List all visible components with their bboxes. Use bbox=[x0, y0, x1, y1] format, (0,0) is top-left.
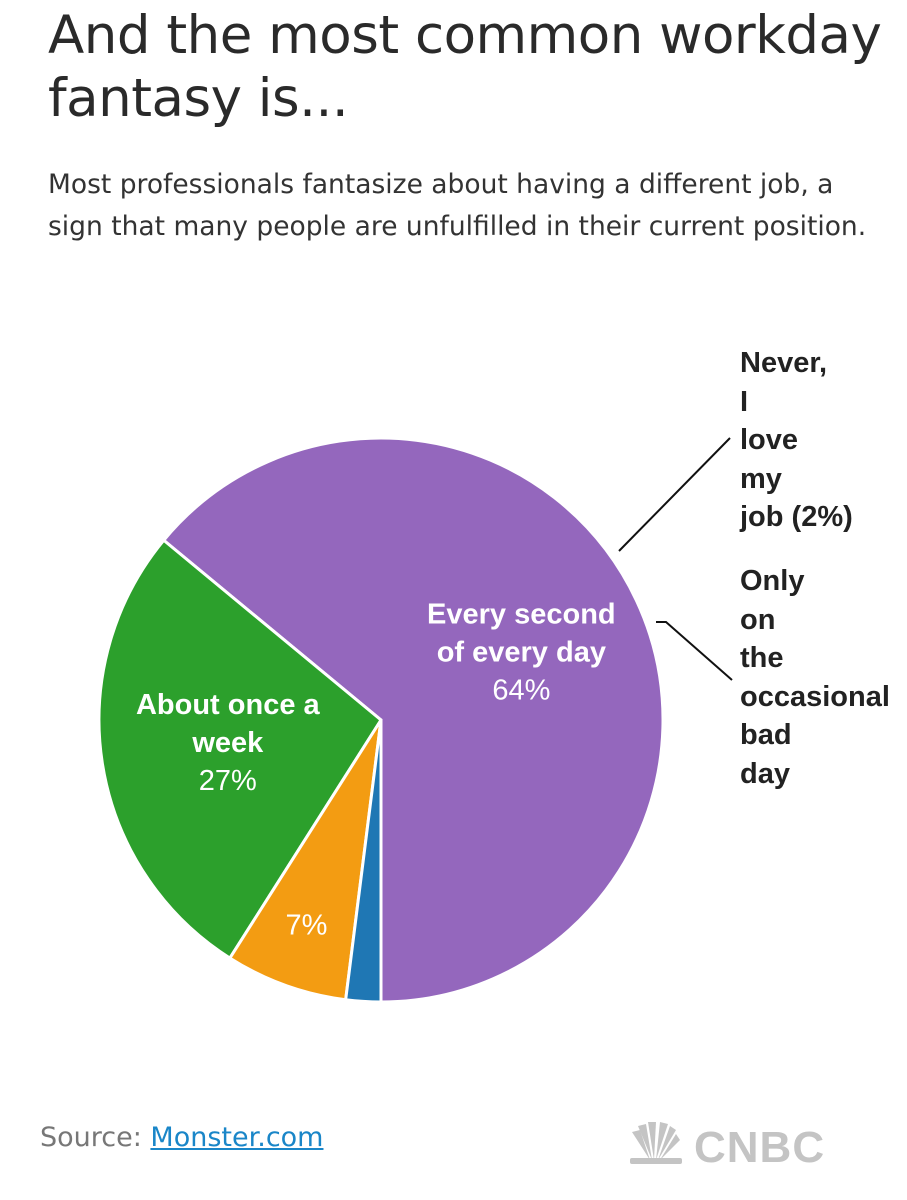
slice-category-label: of every day bbox=[437, 637, 606, 669]
leader-line-occasional bbox=[656, 621, 733, 681]
source-note: Source: Monster.com bbox=[40, 1122, 323, 1153]
slice-labels: Every second of every day 64% About once a w… bbox=[136, 599, 616, 942]
brand-wordmark: CNBC bbox=[694, 1123, 825, 1168]
cnbc-logo: CNBC bbox=[630, 1122, 825, 1168]
slice-category-label: Every second bbox=[427, 599, 616, 631]
label-never: Never, I love my job (2%) bbox=[740, 347, 853, 533]
pie-chart: Every second of every day 64% About once a w… bbox=[97, 436, 733, 1004]
peacock-icon bbox=[630, 1122, 682, 1164]
slice-category-label: About once a bbox=[136, 689, 321, 721]
slice-every-second-of-every-day bbox=[162, 436, 665, 1004]
pie-slices bbox=[97, 436, 665, 1004]
slice-category-label: week bbox=[191, 727, 264, 759]
chart-title: And the most common workday fantasy is..… bbox=[48, 5, 882, 129]
slice-value-label: 7% bbox=[286, 910, 328, 942]
chart-subtitle: Most professionals fantasize about havin… bbox=[48, 169, 867, 242]
slice-about-once-a-week bbox=[97, 538, 383, 960]
slice-value-label: 64% bbox=[492, 675, 550, 707]
leader-line-never bbox=[618, 437, 731, 552]
slice-never-i-love-my-job-2 bbox=[344, 718, 383, 1004]
source-prefix: Source: bbox=[40, 1122, 151, 1153]
slice-value-label: 27% bbox=[199, 765, 257, 797]
source-link[interactable]: Monster.com bbox=[150, 1122, 324, 1153]
label-occasional: Only on the occasional bad day bbox=[740, 565, 890, 790]
slice-only-on-the-occasional-bad-day bbox=[228, 718, 383, 1002]
